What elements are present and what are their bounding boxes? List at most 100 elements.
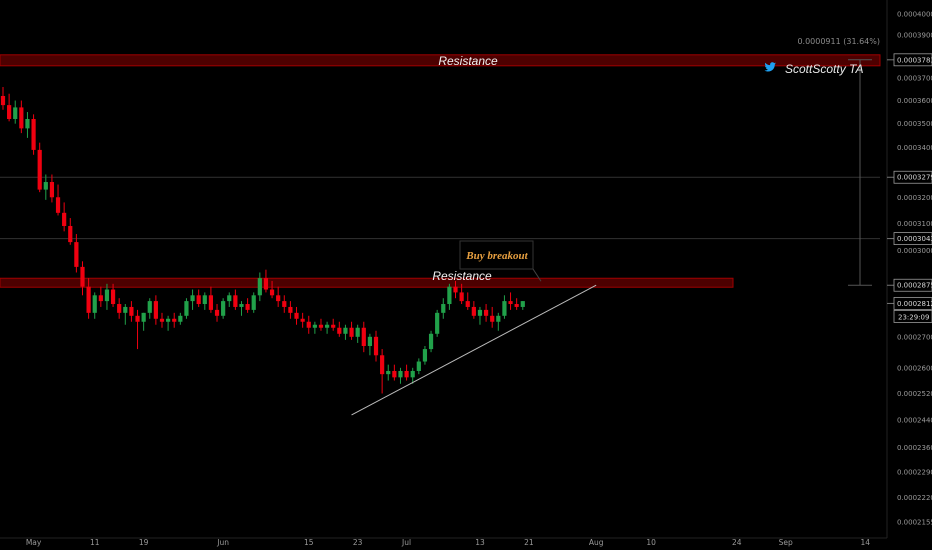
candle-body bbox=[153, 301, 158, 319]
candle-body bbox=[355, 327, 360, 337]
x-tick-label: 10 bbox=[646, 538, 656, 547]
y-tick-label: 0.0002520 bbox=[897, 390, 932, 398]
price-badge-label: 0.0002875 bbox=[897, 282, 932, 290]
candle-body bbox=[422, 349, 428, 362]
x-tick-label: 19 bbox=[139, 538, 149, 547]
candle-body bbox=[324, 324, 330, 328]
candle-body bbox=[416, 361, 421, 371]
y-tick-label: 0.0002600 bbox=[897, 364, 932, 372]
candle-body bbox=[380, 355, 385, 375]
price-badge-box bbox=[893, 297, 932, 310]
candle-body bbox=[19, 107, 24, 129]
candle-body bbox=[269, 289, 275, 296]
candle-body bbox=[55, 197, 61, 213]
price-badge-box bbox=[893, 278, 932, 292]
candle-body bbox=[159, 318, 165, 322]
twitter-bird-icon bbox=[764, 62, 776, 72]
candle-body bbox=[68, 226, 73, 243]
y-tick-label: 0.0003100 bbox=[897, 220, 932, 228]
price-badge-label: 0.0002812 bbox=[897, 300, 932, 308]
candle-body bbox=[172, 318, 177, 322]
resistance-label-lower: Resistance bbox=[432, 269, 492, 283]
resistance-label-upper: Resistance bbox=[438, 54, 498, 68]
y-tick-label: 0.0002440 bbox=[897, 416, 932, 424]
y-tick-label: 0.0002155 bbox=[897, 519, 932, 527]
price-badge-label: 0.0003043 bbox=[897, 235, 932, 243]
candle-body bbox=[104, 289, 110, 302]
candle-body bbox=[514, 304, 519, 307]
watermark-text: ScottScotty TA bbox=[785, 62, 863, 76]
y-tick-label: 0.0002700 bbox=[897, 333, 932, 341]
candle-body bbox=[239, 304, 244, 307]
candle-body bbox=[31, 118, 36, 150]
candle-body bbox=[62, 212, 67, 227]
candle-body bbox=[214, 309, 220, 316]
candle-body bbox=[98, 295, 103, 302]
buy-breakout-callout[interactable]: Buy breakout bbox=[459, 240, 542, 282]
candle-body bbox=[312, 324, 317, 328]
candle-body bbox=[276, 295, 281, 302]
candle-body bbox=[471, 306, 476, 316]
y-tick-label: 0.0003400 bbox=[897, 144, 932, 152]
candle-body bbox=[43, 182, 48, 190]
candle-body bbox=[508, 301, 513, 305]
y-tick-label: 0.0003500 bbox=[897, 120, 932, 128]
candle-body bbox=[184, 301, 189, 316]
candle-body bbox=[110, 289, 116, 305]
candle-body bbox=[263, 278, 269, 290]
callout-pointer bbox=[532, 268, 542, 282]
x-tick-label: May bbox=[26, 538, 42, 547]
price-axis[interactable]: 0.0004000 0.0003900 0.0003700 0.0003600 0.00… bbox=[897, 11, 932, 527]
candle-body bbox=[447, 286, 452, 305]
price-badge-label: 0.0003279 bbox=[897, 174, 932, 182]
candle-body bbox=[37, 149, 42, 190]
resistance-zone-upper[interactable] bbox=[0, 54, 881, 67]
candle-body bbox=[49, 182, 55, 198]
y-tick-label: 0.0003900 bbox=[897, 31, 932, 39]
candle-body bbox=[245, 304, 250, 310]
candle-body bbox=[367, 336, 372, 346]
time-axis[interactable]: May 11 19 Jun 15 23 Jul 13 21 Aug 10 24 Sep 14 bbox=[26, 538, 870, 547]
price-badge-label: 0.0003783 bbox=[897, 56, 932, 64]
candle-body bbox=[318, 324, 324, 328]
countdown-box bbox=[893, 310, 932, 323]
candle-body bbox=[459, 292, 464, 302]
candle-body bbox=[221, 301, 226, 316]
candle-body bbox=[282, 301, 287, 307]
resistance-zone-lower[interactable] bbox=[0, 277, 734, 288]
y-tick-label: 0.0003000 bbox=[897, 247, 932, 255]
candle-body bbox=[435, 312, 440, 334]
candle-body bbox=[129, 306, 134, 316]
y-tick-label: 0.0002290 bbox=[897, 469, 932, 477]
x-tick-label: 11 bbox=[90, 538, 100, 547]
candle-body bbox=[7, 105, 12, 119]
y-tick-label: 0.0002360 bbox=[897, 444, 932, 452]
candle-body bbox=[331, 324, 336, 328]
ascending-trendline[interactable] bbox=[351, 284, 597, 416]
x-tick-label: 15 bbox=[304, 538, 314, 547]
y-tick-label: 0.0004000 bbox=[897, 11, 932, 19]
x-tick-label: 13 bbox=[475, 538, 485, 547]
candle-body bbox=[343, 327, 348, 334]
y-tick-label: 0.0002220 bbox=[897, 494, 932, 502]
candle-body bbox=[373, 336, 379, 356]
y-tick-label: 0.0003200 bbox=[897, 194, 932, 202]
x-tick-label: Jul bbox=[401, 538, 411, 547]
candle-body bbox=[92, 295, 97, 313]
candle-body bbox=[257, 278, 262, 296]
candle-body bbox=[25, 118, 30, 129]
x-tick-label: 24 bbox=[732, 538, 742, 547]
callout-text: Buy breakout bbox=[465, 250, 528, 262]
candle-body bbox=[117, 304, 122, 313]
candle-body bbox=[465, 301, 470, 307]
candle-body bbox=[337, 327, 342, 334]
candle-body bbox=[202, 295, 207, 305]
x-tick-label: 21 bbox=[524, 538, 534, 547]
candle-body bbox=[0, 95, 6, 106]
candle-body bbox=[386, 370, 391, 375]
candle-body bbox=[251, 295, 256, 310]
candle-body bbox=[306, 321, 311, 328]
candle-body bbox=[178, 315, 183, 322]
y-tick-label: 0.0003600 bbox=[897, 97, 932, 105]
